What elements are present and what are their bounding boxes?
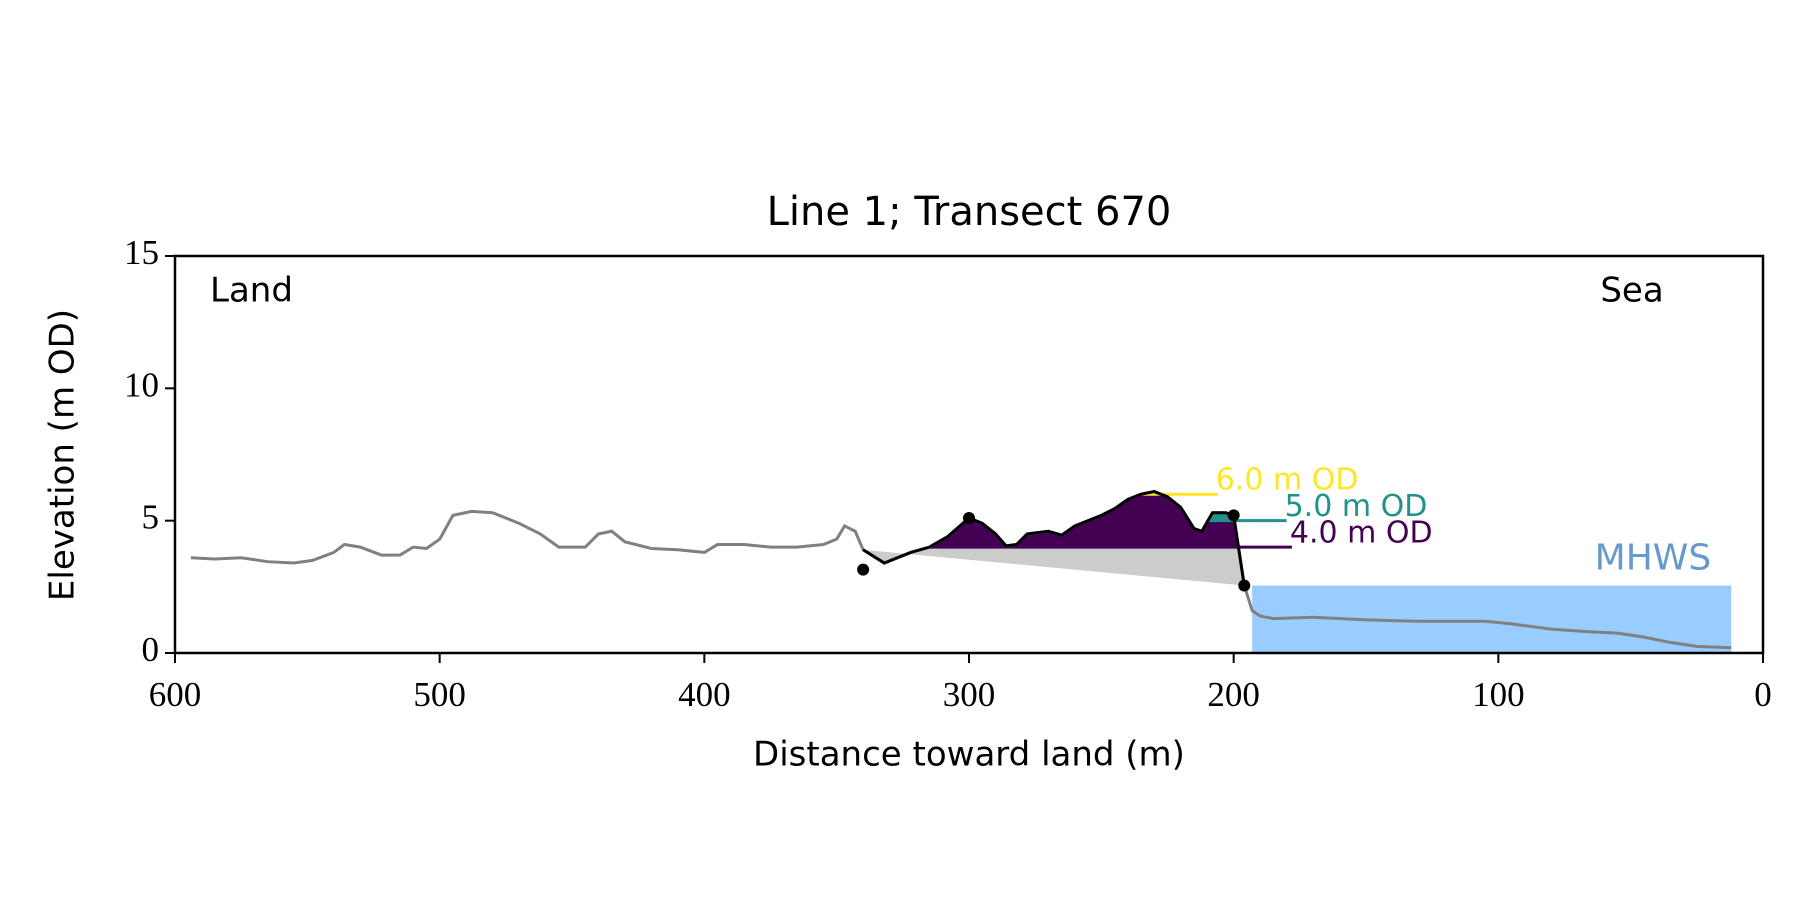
y-tick-label: 5 xyxy=(142,498,160,537)
x-tick-label: 500 xyxy=(413,675,466,714)
level-label: 6.0 m OD xyxy=(1216,462,1359,497)
x-tick-label: 300 xyxy=(943,675,996,714)
chart-title: Line 1; Transect 670 xyxy=(767,189,1172,235)
y-tick-label: 0 xyxy=(142,630,160,669)
x-tick-label: 100 xyxy=(1472,675,1525,714)
mhws-label: MHWS xyxy=(1595,538,1712,579)
dune-point xyxy=(963,512,975,525)
y-axis-label: Elevation (m OD) xyxy=(43,309,83,601)
dune-point xyxy=(1238,579,1251,592)
level-label: 5.0 m OD xyxy=(1285,489,1428,524)
y-tick-label: 10 xyxy=(124,365,159,404)
level-label: 4.0 m OD xyxy=(1290,515,1433,550)
dune-point xyxy=(1227,509,1240,522)
annotation: Land xyxy=(210,271,293,311)
dune-point xyxy=(857,563,870,576)
y-tick-label: 15 xyxy=(124,233,159,272)
x-tick-label: 200 xyxy=(1207,675,1260,714)
annotation: Sea xyxy=(1600,271,1663,311)
x-axis-label: Distance toward land (m) xyxy=(753,735,1185,775)
dune-line xyxy=(862,489,1246,586)
x-tick-label: 0 xyxy=(1754,675,1772,714)
x-tick-label: 600 xyxy=(149,675,202,714)
x-tick-label: 400 xyxy=(678,675,731,714)
level-area xyxy=(929,491,1239,548)
